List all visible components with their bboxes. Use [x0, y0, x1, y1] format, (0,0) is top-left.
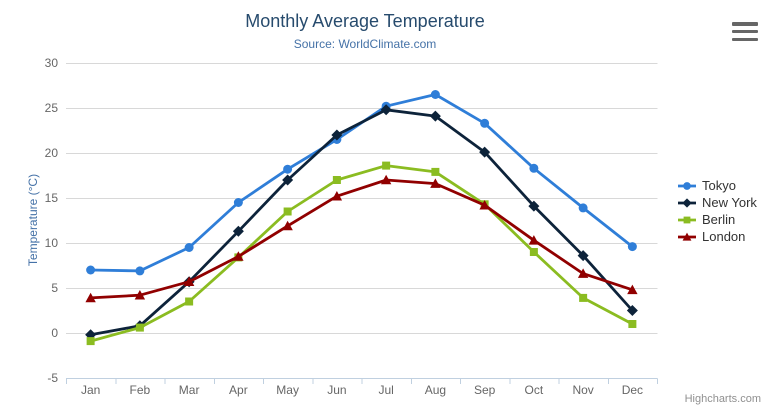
legend-label: Tokyo — [702, 178, 736, 193]
data-point-new-york-jun — [331, 129, 343, 141]
data-point-london-jun — [331, 191, 343, 201]
x-axis-label-sep: Sep — [473, 383, 496, 397]
data-point-berlin-jun — [332, 176, 341, 184]
data-point-london-mar — [183, 276, 195, 286]
series-line-berlin — [89, 164, 634, 343]
data-point-london-aug — [430, 178, 441, 188]
data-point-london-feb — [134, 290, 146, 300]
y-axis-label: 5 — [51, 281, 58, 295]
x-axis-label-feb: Feb — [129, 383, 151, 397]
legend-item-tokyo[interactable]: Tokyo — [677, 179, 757, 193]
y-axis-label: 20 — [44, 146, 58, 160]
legend-marker-triangle-icon — [678, 232, 696, 241]
x-axis-label-jan: Jan — [80, 383, 101, 397]
x-axis-label-dec: Dec — [621, 383, 644, 397]
hamburger-icon — [732, 29, 758, 34]
credits-link[interactable]: Highcharts.com — [684, 393, 761, 405]
data-point-new-york-nov — [577, 250, 589, 262]
x-axis-label-jun: Jun — [327, 383, 347, 397]
data-point-london-jul — [380, 174, 392, 185]
legend-item-london[interactable]: London — [677, 230, 757, 244]
x-axis-label-oct: Oct — [524, 383, 544, 397]
chart-subtitle: Source: WorldClimate.com — [293, 37, 437, 51]
data-point-berlin-jul — [382, 161, 391, 170]
legend-marker-square-icon — [678, 216, 696, 224]
legend-label: London — [702, 229, 746, 244]
hamburger-icon — [732, 37, 758, 41]
x-axis-label-may: May — [276, 383, 299, 397]
legend-item-new-york[interactable]: New York — [677, 196, 757, 210]
data-point-london-sep — [479, 200, 490, 210]
data-point-berlin-dec — [628, 320, 637, 328]
data-point-berlin-may — [283, 207, 292, 216]
y-axis-label: 0 — [51, 326, 58, 340]
x-axis-label-apr: Apr — [229, 383, 248, 397]
data-point-berlin-aug — [431, 167, 440, 176]
y-axis-label: 30 — [44, 56, 58, 70]
data-point-new-york-oct — [528, 200, 540, 212]
data-point-new-york-aug — [429, 110, 441, 122]
data-point-london-nov — [577, 268, 589, 278]
x-axis-label-jul: Jul — [378, 383, 394, 397]
data-point-new-york-apr — [232, 225, 244, 237]
data-point-berlin-nov — [579, 293, 588, 302]
legend-marker-diamond-icon — [678, 198, 696, 208]
data-point-london-jan — [85, 292, 96, 303]
data-point-london-may — [282, 220, 293, 231]
data-point-tokyo-may — [283, 164, 293, 174]
data-point-marker — [683, 216, 691, 224]
legend-label: New York — [702, 195, 757, 210]
x-axis-label-mar: Mar — [178, 383, 200, 397]
data-point-london-oct — [528, 235, 540, 245]
y-axis-label: -5 — [47, 371, 58, 385]
x-axis-label-nov: Nov — [572, 383, 594, 397]
y-axis-label: 15 — [44, 191, 58, 205]
data-point-tokyo-feb — [135, 266, 145, 276]
data-point-berlin-feb — [135, 323, 144, 332]
data-point-london-dec — [627, 284, 638, 295]
data-point-marker — [682, 232, 692, 241]
hamburger-icon — [732, 22, 758, 26]
data-point-berlin-oct — [529, 248, 538, 256]
data-point-berlin-mar — [185, 297, 194, 306]
data-point-new-york-jul — [380, 104, 392, 116]
data-point-tokyo-apr — [233, 198, 243, 207]
series-line-london — [89, 178, 634, 300]
data-point-tokyo-jan — [86, 265, 96, 275]
y-axis-label: 10 — [44, 236, 58, 250]
data-point-tokyo-mar — [184, 243, 194, 252]
data-point-tokyo-dec — [627, 242, 637, 252]
data-point-new-york-sep — [479, 146, 491, 158]
chart-title: Monthly Average Temperature — [245, 11, 485, 31]
data-point-new-york-dec — [626, 305, 638, 316]
data-point-tokyo-nov — [578, 203, 588, 213]
y-axis-label: 25 — [44, 101, 58, 115]
data-point-tokyo-aug — [430, 90, 440, 99]
legend-item-berlin[interactable]: Berlin — [677, 213, 757, 227]
data-point-new-york-may — [282, 174, 294, 186]
legend: Tokyo New York Berlin London — [677, 179, 757, 244]
data-point-marker — [682, 198, 692, 208]
legend-label: Berlin — [702, 212, 736, 227]
x-axis-label-aug: Aug — [424, 383, 447, 397]
series-line-new-york — [89, 108, 634, 337]
data-point-tokyo-sep — [480, 118, 490, 128]
export-menu-button[interactable] — [732, 22, 758, 41]
data-point-london-apr — [233, 251, 244, 261]
data-point-marker — [683, 182, 691, 190]
legend-marker-circle-icon — [678, 182, 696, 190]
data-point-tokyo-oct — [529, 163, 539, 173]
data-point-berlin-jan — [86, 337, 95, 346]
